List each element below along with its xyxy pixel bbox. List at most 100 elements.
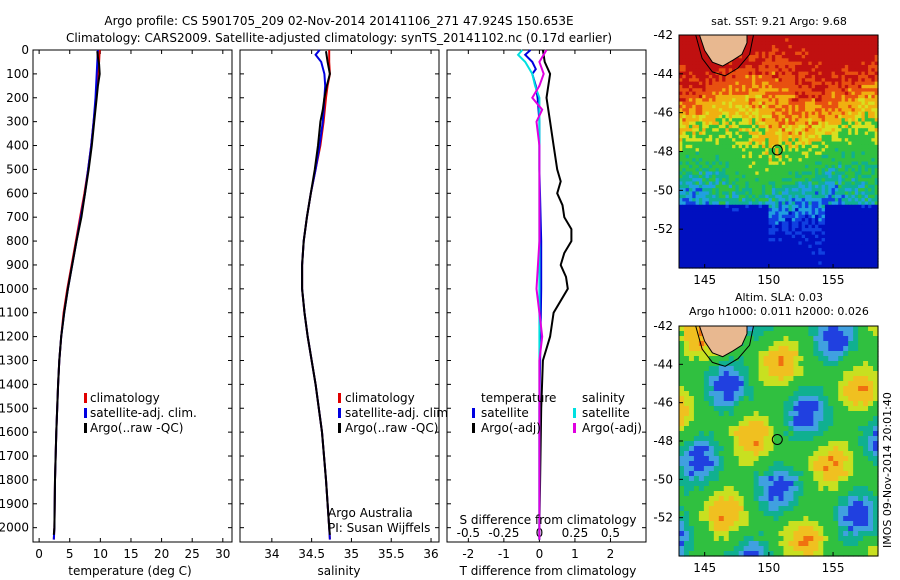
map-cell [863,341,869,347]
map-cell [868,124,872,129]
map-cell [771,68,776,73]
map-cell [765,111,770,116]
map-cell [798,44,803,49]
map-cell [831,121,836,126]
map-cell [858,78,863,83]
map-cell [725,254,730,259]
sst-heatmap [679,35,879,269]
map-cell [743,381,750,387]
map-cell [768,376,775,382]
map-cell [798,68,803,73]
map-cell [821,168,826,173]
map-cell [775,74,780,79]
map-cell [791,144,796,149]
map-cell [811,74,816,79]
map-cell [705,118,710,123]
map-cell [725,94,730,99]
map-cell [841,224,846,229]
map-cell [861,174,866,179]
map-cell [814,178,819,183]
map-cell [824,201,829,206]
map-cell [824,251,829,256]
map-cell [685,118,690,123]
map-cell [698,264,703,269]
map-cell [705,238,710,242]
map-cell [758,208,763,213]
map-cell [715,151,720,156]
map-cell [685,84,690,89]
map-cell [848,94,853,99]
map-cell [781,35,786,39]
map-cell [682,194,687,199]
map-cell [682,81,687,86]
map-cell [682,248,687,252]
map-cell [818,41,823,46]
map-cell [783,331,790,337]
map-cell [853,346,859,352]
map-cell [805,148,809,153]
map-cell [722,168,727,173]
map-cell [828,54,833,59]
map-cell [712,214,717,219]
map-cell [718,161,723,166]
map-cell [841,171,846,176]
map-cell [808,371,814,377]
map-cell [781,254,786,259]
map-cell [831,48,836,53]
map-cell [692,148,697,153]
map-cell [748,234,753,239]
map-cell [841,161,846,166]
map-cell [788,101,793,106]
map-cell [722,118,727,123]
map-cell [682,98,687,103]
map-cell [765,41,770,46]
map-cell [761,208,766,213]
map-cell [798,371,804,377]
map-cell [768,121,773,126]
map-cell [728,78,733,83]
map-cell [768,201,773,206]
map-cell [712,74,717,79]
map-cell [798,231,803,236]
map-cell [712,194,717,199]
map-cell [864,184,869,189]
map-cell [834,134,839,139]
map-cell [785,64,790,69]
map-cell [712,154,717,159]
map-cell [874,238,879,242]
map-cell [765,214,770,219]
map-cell [708,361,715,367]
map-cell [808,204,813,209]
map-cell [838,336,844,342]
map-cell [861,91,866,96]
legend-climatology: climatology [345,391,415,405]
map-cell [748,326,755,332]
map-cell [848,131,853,136]
map-cell [695,254,700,259]
map-cell [708,168,713,173]
map-cell [813,366,819,372]
map-cell [755,71,760,76]
map-cell [783,386,790,392]
map-cell [868,114,872,119]
map-cell [708,211,713,216]
map-cell [702,241,707,246]
map-cell [768,191,773,196]
map-cell [833,366,839,372]
map-cell [863,331,869,337]
map-cell [831,151,836,156]
map-cell [811,264,816,269]
map-cell [798,71,803,76]
map-cell [761,68,766,73]
map-cell [828,211,833,216]
map-cell [718,356,725,362]
map-cell [745,91,750,96]
map-cell [688,331,695,337]
map-cell [728,178,733,183]
map-cell [738,104,743,109]
map-cell [728,108,733,113]
map-cell [805,231,809,236]
map-cell [742,68,746,73]
map-cell [751,41,756,46]
map-cell [858,341,864,347]
